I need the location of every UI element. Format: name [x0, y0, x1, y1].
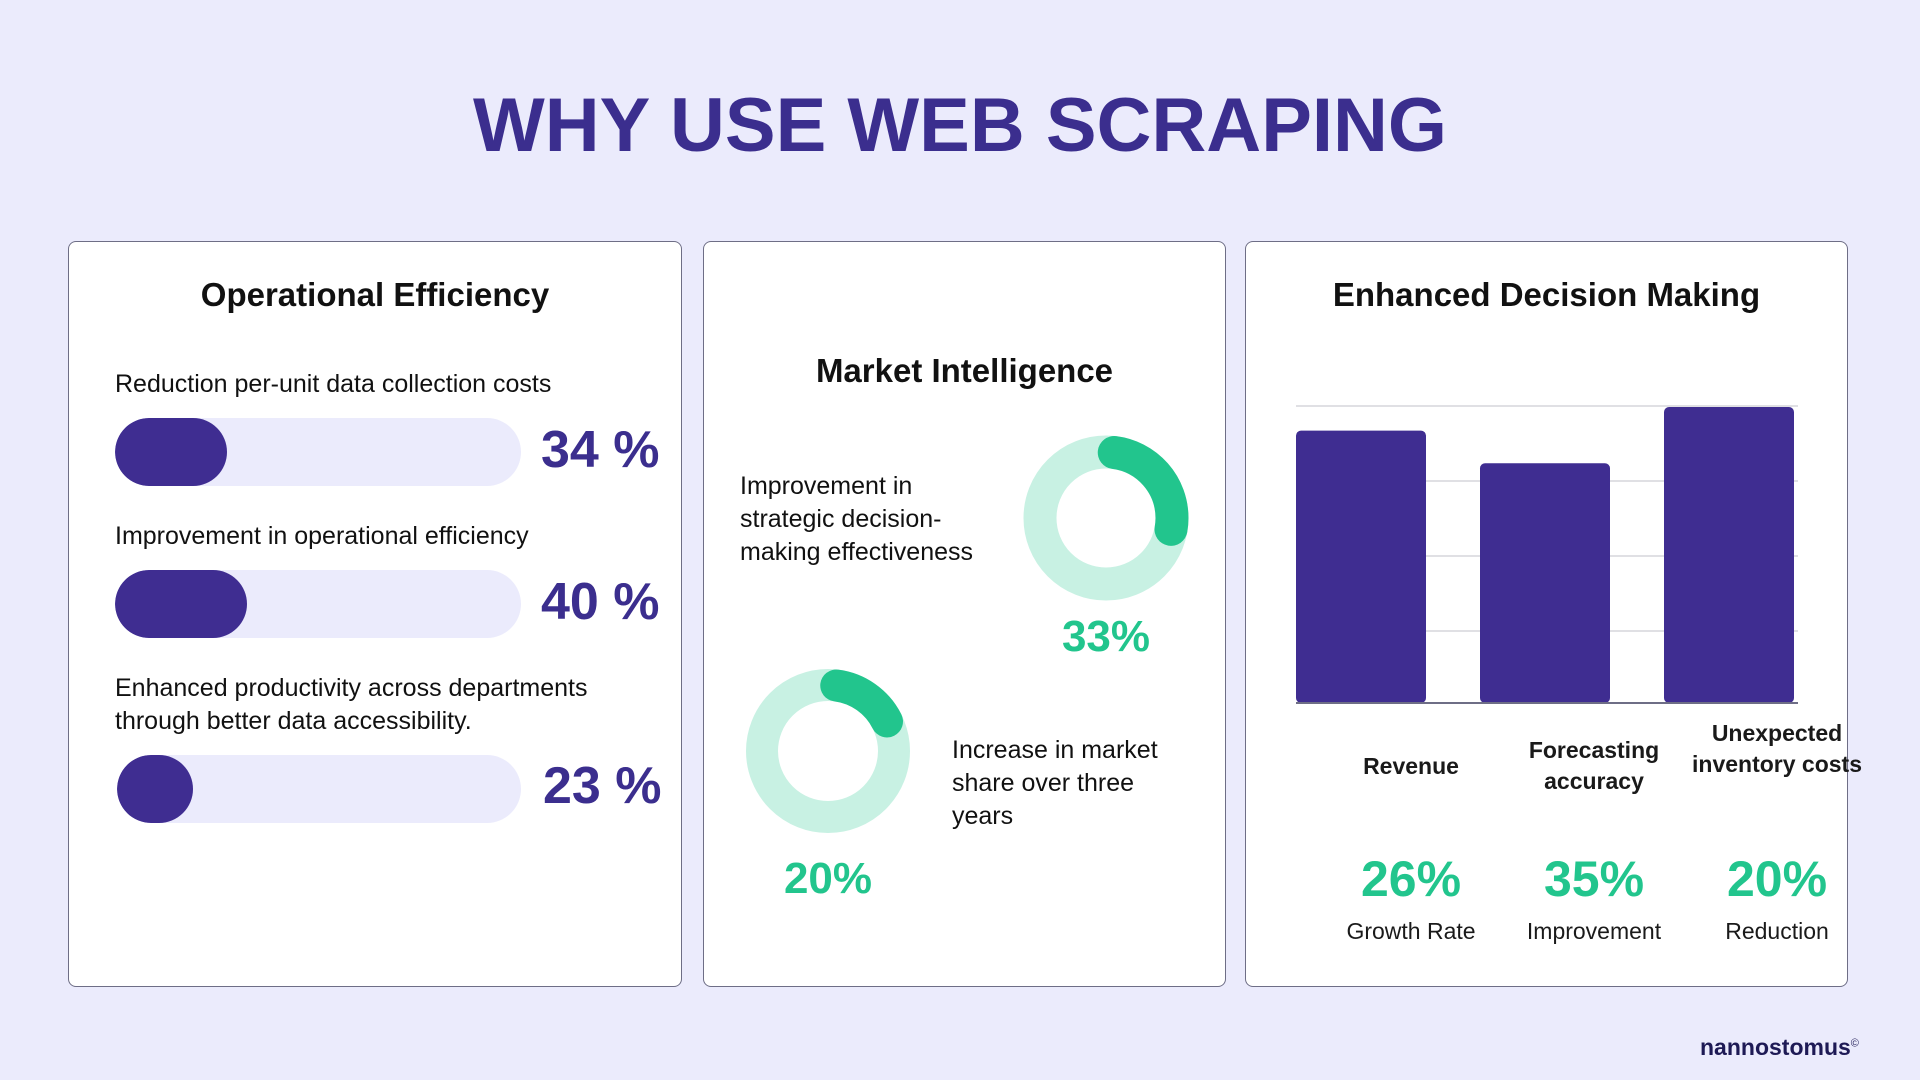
operational-efficiency-card: Operational Efficiency Reduction per-uni… — [68, 241, 682, 987]
metric-label: Enhanced productivity across departments… — [115, 674, 588, 735]
metric-percent: 40 % — [541, 573, 660, 631]
metric-label: Reduction per-unit data collection costs — [115, 370, 552, 398]
bar-sub-label: Improvement — [1526, 918, 1662, 944]
bar-sub-label: Growth Rate — [1346, 918, 1476, 944]
metric-percent: 34 % — [541, 421, 660, 479]
bar-value-label: 26% — [1360, 851, 1462, 907]
bar-revenue — [1296, 430, 1426, 703]
donut-chart-2 — [746, 669, 910, 833]
bar-value-label: 20% — [1726, 851, 1828, 907]
bar-forecasting-accuracy — [1480, 463, 1610, 703]
progress-fill — [117, 755, 194, 823]
donut-chart-1 — [1023, 435, 1189, 601]
market-metric-label: Improvement in strategic decision-making… — [740, 472, 973, 566]
market-intelligence-title: Market Intelligence — [815, 352, 1114, 389]
market-intelligence-card: Market Intelligence Improvement in strat… — [703, 241, 1226, 987]
page-title: WHY USE WEB SCRAPING — [472, 83, 1447, 168]
donut-value-arc — [1023, 435, 1189, 601]
progress-fill — [115, 418, 228, 486]
decision-making-card: Enhanced Decision Making Revenue Forecas… — [1245, 241, 1862, 987]
progress-track — [115, 418, 521, 486]
donut-percent: 20% — [783, 854, 873, 903]
bar-sub-label: Reduction — [1725, 918, 1829, 944]
brand-name: nannostomus — [1700, 1034, 1851, 1060]
donut-value-arc — [746, 669, 910, 833]
bar-value-label: 35% — [1543, 851, 1645, 907]
category-label: Unexpected inventory costs — [1692, 720, 1862, 777]
brand-logo: nannostomus© — [1700, 1034, 1859, 1061]
progress-track — [115, 570, 521, 638]
category-label: Forecasting accuracy — [1528, 737, 1660, 794]
category-label: Revenue — [1363, 753, 1459, 779]
donut-percent: 33% — [1061, 612, 1151, 661]
brand-mark: © — [1850, 1037, 1859, 1050]
market-metric-label: Increase in market share over three year… — [952, 736, 1158, 830]
bar-unexpected-inventory-costs — [1664, 407, 1794, 703]
operational-efficiency-title: Operational Efficiency — [200, 276, 550, 313]
decision-making-title: Enhanced Decision Making — [1332, 276, 1761, 313]
bar-chart — [1296, 405, 1798, 704]
metric-percent: 23 % — [543, 757, 662, 815]
metric-label: Improvement in operational efficiency — [115, 522, 529, 550]
progress-track — [117, 755, 521, 823]
progress-fill — [115, 570, 247, 638]
